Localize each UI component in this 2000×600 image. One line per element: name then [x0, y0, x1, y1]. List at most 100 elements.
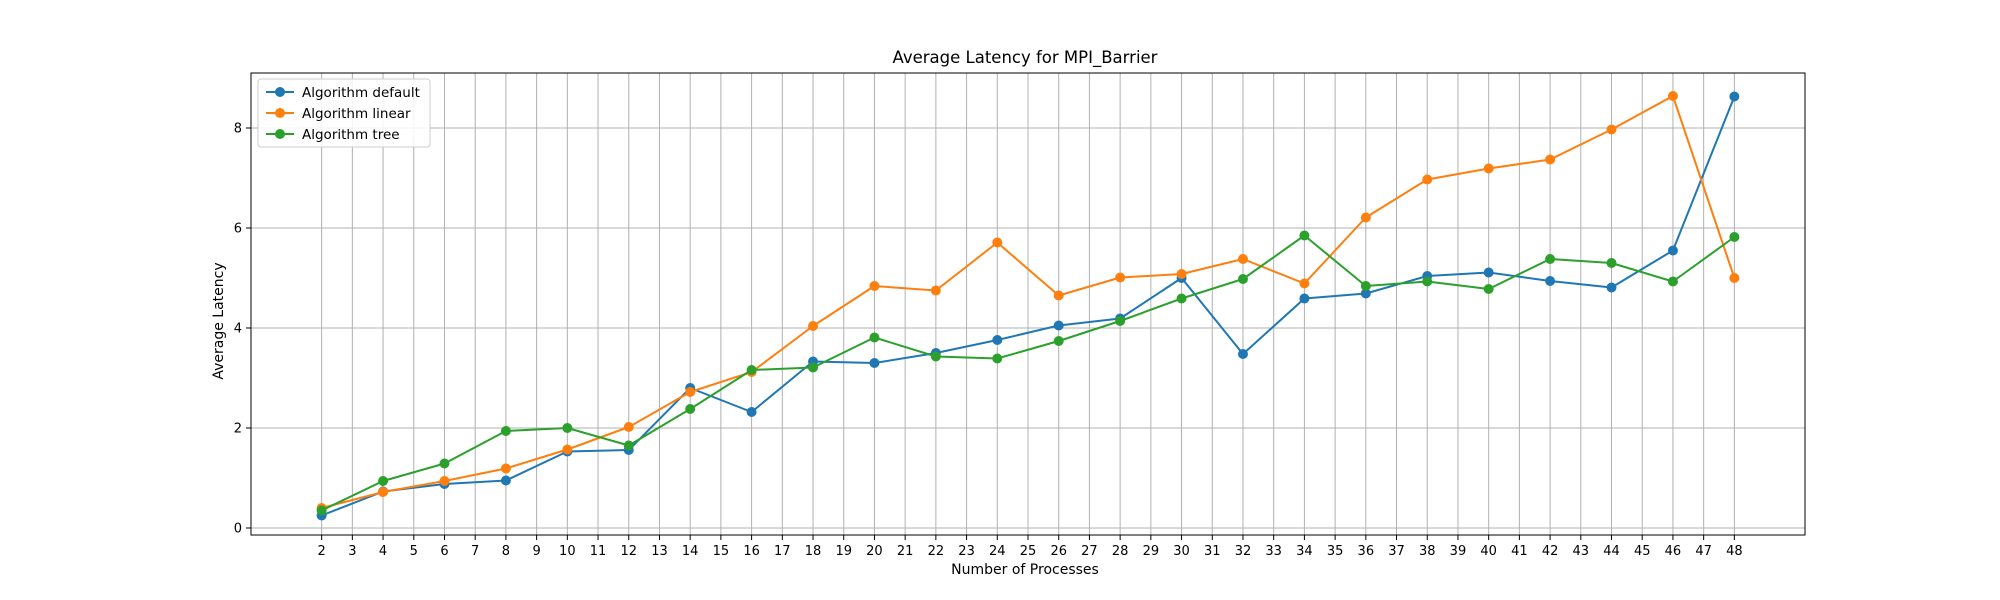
x-tick-label: 26: [1050, 544, 1067, 559]
data-point: [1606, 282, 1617, 293]
data-point: [746, 407, 757, 417]
x-tick-label: 3: [348, 544, 356, 559]
legend-label: Algorithm default: [302, 85, 420, 101]
x-tick-label: 19: [835, 544, 852, 559]
x-tick-label: 13: [651, 544, 668, 559]
data-point: [1360, 281, 1371, 291]
x-tick-label: 40: [1480, 544, 1497, 559]
data-point: [1299, 230, 1310, 241]
data-point: [1729, 232, 1740, 242]
x-tick-label: 31: [1204, 544, 1221, 559]
data-point: [378, 476, 389, 486]
x-tick-label: 23: [958, 544, 975, 559]
x-tick-label: 4: [379, 544, 387, 559]
y-axis: 0 2 4 6 8: [234, 122, 251, 537]
data-point: [500, 426, 511, 436]
data-point: [500, 475, 511, 486]
x-tick-label: 18: [805, 544, 822, 559]
data-point: [1667, 91, 1678, 101]
data-point: [1360, 212, 1371, 223]
legend-item: Algorithm linear: [266, 106, 411, 122]
y-tick-label: 0: [234, 522, 242, 537]
data-point: [1729, 273, 1740, 283]
data-point: [1053, 290, 1064, 301]
y-axis-label: Average Latency: [211, 262, 227, 379]
series-line: [321, 234, 1735, 512]
x-tick-label: 10: [559, 544, 576, 559]
x-tick-label: 39: [1450, 544, 1467, 559]
x-tick-label: 21: [897, 544, 914, 559]
data-point: [1667, 245, 1678, 256]
data-point: [1667, 276, 1678, 287]
grid: [251, 73, 1805, 535]
x-tick-label: 11: [590, 544, 607, 559]
data-point: [1606, 258, 1617, 268]
data-point: [1053, 336, 1064, 346]
x-tick-label: 8: [502, 544, 510, 559]
data-point: [439, 476, 450, 486]
x-tick-label: 9: [532, 544, 540, 559]
data-point: [1606, 124, 1617, 135]
data-point: [1422, 174, 1433, 185]
legend-label: Algorithm tree: [302, 127, 400, 143]
y-tick-label: 2: [234, 422, 242, 437]
x-tick-label: 22: [928, 544, 945, 559]
data-point: [869, 358, 880, 368]
data-point: [1483, 284, 1494, 294]
x-tick-label: 29: [1143, 544, 1160, 559]
series-layer: [316, 91, 1740, 521]
legend-box: [257, 78, 431, 148]
data-point: [1299, 278, 1310, 289]
data-point: [316, 505, 327, 516]
data-point: [1237, 254, 1248, 264]
data-point: [869, 281, 880, 291]
x-tick-label: 20: [866, 544, 883, 559]
x-tick-label: 30: [1173, 544, 1190, 559]
x-tick-label: 41: [1511, 544, 1528, 559]
x-tick-label: 28: [1112, 544, 1129, 559]
x-tick-label: 27: [1081, 544, 1098, 559]
data-point: [1422, 276, 1433, 287]
legend-label: Algorithm linear: [302, 106, 411, 122]
data-point: [685, 387, 696, 397]
x-tick-label: 35: [1327, 544, 1344, 559]
data-point: [1237, 349, 1248, 359]
data-point: [685, 404, 696, 414]
x-tick-label: 25: [1020, 544, 1037, 559]
data-point: [1483, 267, 1494, 278]
x-tick-label: 37: [1388, 544, 1405, 559]
x-tick-label: 32: [1235, 544, 1252, 559]
data-point: [439, 458, 450, 469]
data-point: [1053, 320, 1064, 331]
x-tick-label: 2: [317, 544, 325, 559]
data-point: [1545, 154, 1556, 165]
data-point: [562, 423, 573, 433]
data-point: [1729, 91, 1740, 102]
x-tick-label: 48: [1726, 544, 1743, 559]
data-point: [1545, 276, 1556, 286]
data-point: [378, 487, 389, 497]
chart-title: Average Latency for MPI_Barrier: [893, 48, 1158, 68]
data-point: [1115, 272, 1126, 283]
series-algorithm-linear: [316, 91, 1740, 513]
x-tick-label: 47: [1695, 544, 1712, 559]
data-point: [808, 362, 819, 373]
series-line: [321, 95, 1736, 509]
x-tick-label: 12: [620, 544, 637, 559]
data-point: [1115, 316, 1126, 326]
y-tick-label: 6: [234, 222, 242, 237]
x-tick-label: 38: [1419, 544, 1436, 559]
x-tick-label: 44: [1603, 544, 1620, 559]
x-tick-label: 42: [1542, 544, 1559, 559]
x-tick-label: 45: [1634, 544, 1651, 559]
legend-marker: [275, 108, 285, 118]
x-tick-label: 34: [1296, 544, 1313, 559]
data-point: [1237, 274, 1248, 284]
data-point: [930, 351, 941, 362]
data-point: [992, 237, 1003, 248]
x-tick-label: 46: [1665, 544, 1682, 559]
data-point: [1299, 293, 1310, 304]
data-point: [808, 321, 819, 331]
x-tick-label: 33: [1265, 544, 1282, 559]
